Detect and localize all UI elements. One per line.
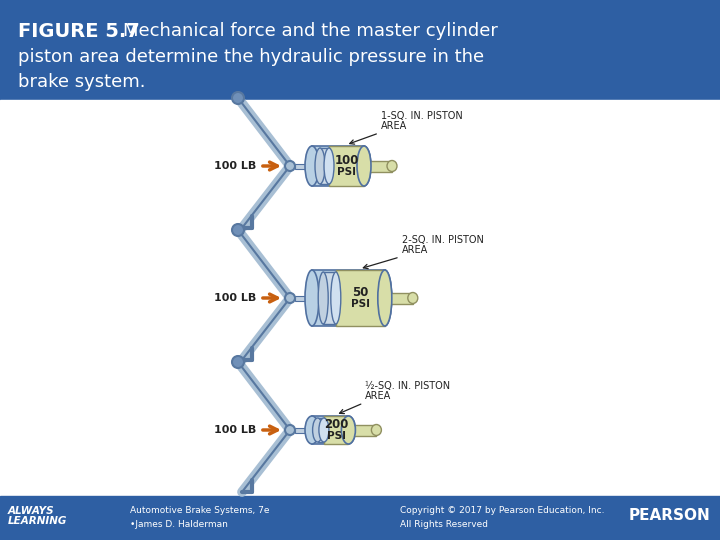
Bar <box>323 272 336 324</box>
Bar <box>329 146 364 186</box>
Bar <box>295 295 312 300</box>
Text: brake system.: brake system. <box>18 73 145 91</box>
Circle shape <box>232 224 244 236</box>
Bar <box>0 496 720 540</box>
Circle shape <box>285 161 295 171</box>
Ellipse shape <box>408 293 418 303</box>
Text: 100: 100 <box>334 154 359 167</box>
Ellipse shape <box>319 418 329 442</box>
Text: •James D. Halderman: •James D. Halderman <box>130 520 228 529</box>
Text: piston area determine the hydraulic pressure in the: piston area determine the hydraulic pres… <box>18 48 484 66</box>
Text: Automotive Brake Systems, 7e: Automotive Brake Systems, 7e <box>130 506 269 515</box>
Text: Mechanical force and the master cylinder: Mechanical force and the master cylinder <box>123 22 498 40</box>
Text: FIGURE 5.7: FIGURE 5.7 <box>18 22 140 41</box>
Bar <box>320 148 329 184</box>
Text: PSI: PSI <box>337 167 356 177</box>
Text: AREA: AREA <box>365 391 392 401</box>
Bar <box>384 293 413 303</box>
Ellipse shape <box>341 416 356 444</box>
Text: AREA: AREA <box>381 121 408 131</box>
Bar <box>324 416 348 444</box>
Text: ALWAYS
LEARNING: ALWAYS LEARNING <box>8 505 68 526</box>
Bar <box>348 424 377 435</box>
Circle shape <box>232 92 244 104</box>
Text: PSI: PSI <box>351 299 370 309</box>
Text: 200: 200 <box>324 418 348 431</box>
Ellipse shape <box>378 270 392 326</box>
Bar <box>295 164 312 168</box>
Ellipse shape <box>324 148 334 184</box>
Bar <box>0 0 720 100</box>
Bar <box>312 146 364 186</box>
Ellipse shape <box>357 146 371 186</box>
Text: ½-SQ. IN. PISTON: ½-SQ. IN. PISTON <box>365 381 451 391</box>
Ellipse shape <box>315 148 325 184</box>
Text: 50: 50 <box>352 287 369 300</box>
Bar <box>364 160 392 172</box>
Text: AREA: AREA <box>402 245 428 255</box>
Ellipse shape <box>378 270 392 326</box>
Circle shape <box>232 356 244 368</box>
Ellipse shape <box>387 160 397 172</box>
Text: 1-SQ. IN. PISTON: 1-SQ. IN. PISTON <box>381 111 463 121</box>
Ellipse shape <box>341 416 356 444</box>
Ellipse shape <box>305 270 319 326</box>
Bar <box>312 416 348 444</box>
Text: All Rights Reserved: All Rights Reserved <box>400 520 488 529</box>
Circle shape <box>285 425 295 435</box>
Ellipse shape <box>318 272 328 324</box>
Bar <box>336 270 384 326</box>
Text: 2-SQ. IN. PISTON: 2-SQ. IN. PISTON <box>402 235 484 245</box>
Bar <box>318 418 324 442</box>
Ellipse shape <box>357 146 371 186</box>
Bar <box>295 428 312 433</box>
Text: 100 LB: 100 LB <box>214 293 256 303</box>
Ellipse shape <box>330 272 341 324</box>
Ellipse shape <box>305 416 319 444</box>
Text: PSI: PSI <box>327 431 346 441</box>
Ellipse shape <box>305 146 319 186</box>
Text: 100 LB: 100 LB <box>214 425 256 435</box>
Bar <box>0 100 720 496</box>
Text: 100 LB: 100 LB <box>214 161 256 171</box>
Text: PEARSON: PEARSON <box>629 509 710 523</box>
Ellipse shape <box>312 418 323 442</box>
Bar <box>312 270 384 326</box>
Ellipse shape <box>372 424 382 435</box>
Text: Copyright © 2017 by Pearson Education, Inc.: Copyright © 2017 by Pearson Education, I… <box>400 506 605 515</box>
Circle shape <box>285 293 295 303</box>
